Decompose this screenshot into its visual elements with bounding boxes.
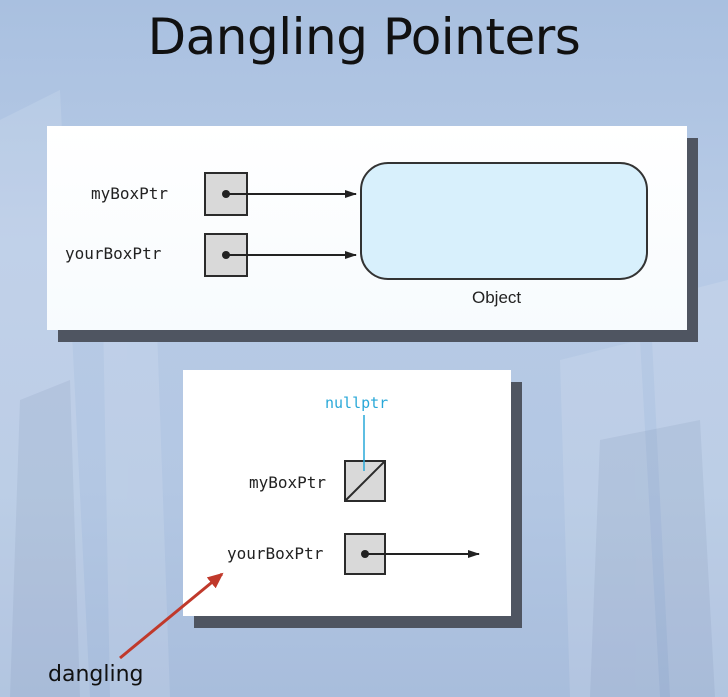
mybox-ptr-label: myBoxPtr bbox=[91, 184, 169, 203]
pointer-dot-icon bbox=[222, 251, 230, 259]
top-arrows bbox=[227, 190, 357, 259]
slide-title: Dangling Pointers bbox=[147, 8, 581, 66]
top-diagram-panel: myBoxPtr yourBoxPtr Object bbox=[47, 126, 687, 330]
bottom-lines bbox=[345, 415, 480, 558]
pointer-dot-icon bbox=[222, 190, 230, 198]
null-slash bbox=[345, 461, 385, 501]
object-caption: Object bbox=[472, 288, 522, 307]
object-box bbox=[360, 162, 648, 280]
yourbox-ptr-label-bottom: yourBoxPtr bbox=[227, 544, 324, 563]
nullptr-label: nullptr bbox=[325, 394, 389, 412]
dangling-label: dangling bbox=[48, 662, 144, 687]
mybox-ptr-label-bottom: myBoxPtr bbox=[249, 473, 327, 492]
bottom-diagram-panel: nullptr myBoxPtr yourBoxPtr bbox=[183, 370, 511, 616]
yourbox-ptr-label: yourBoxPtr bbox=[65, 244, 162, 263]
